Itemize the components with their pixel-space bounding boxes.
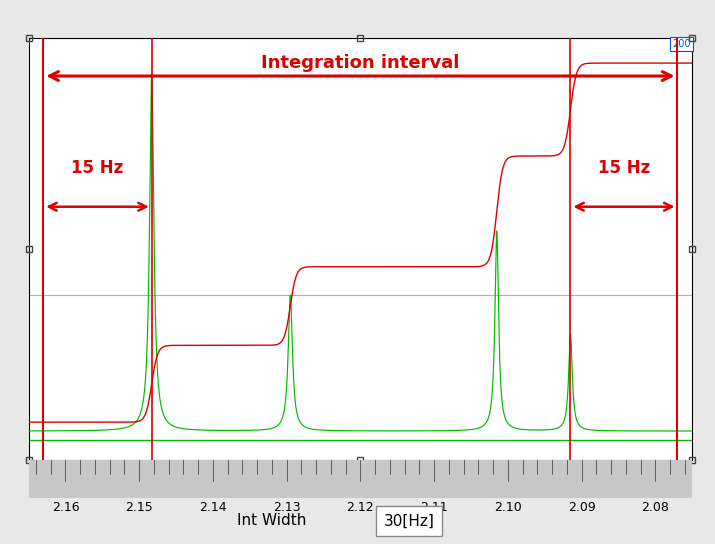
Text: 15 Hz: 15 Hz [72,159,124,177]
Text: 15 Hz: 15 Hz [598,159,650,177]
Text: 200: 200 [672,39,691,49]
Text: Int Width: Int Width [237,514,306,528]
Text: 30[Hz]: 30[Hz] [383,514,435,528]
Text: Integration interval: Integration interval [261,54,460,72]
